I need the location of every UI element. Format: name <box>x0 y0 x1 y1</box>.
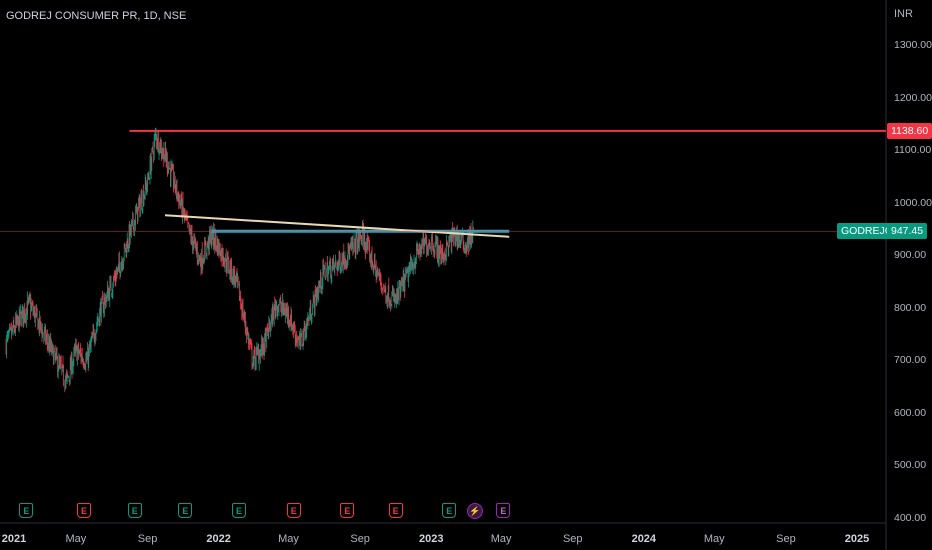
y-tick-label: 1200.00 <box>894 91 932 104</box>
x-tick-label: 2021 <box>1 533 27 545</box>
resistance-price-tag: 1138.60 <box>887 122 932 139</box>
x-tick-label: May <box>278 533 299 545</box>
earnings-event-icon[interactable]: E <box>19 503 34 518</box>
earnings-event-icon[interactable]: E <box>496 503 511 518</box>
x-tick-label: Sep <box>137 533 158 545</box>
x-tick-label: May <box>490 533 512 545</box>
y-tick-label: 900.00 <box>894 249 927 262</box>
x-tick-label: 2023 <box>418 533 444 545</box>
trend-line-drawing <box>164 214 510 238</box>
x-tick-label: Sep <box>350 533 370 545</box>
earnings-event-icon[interactable]: E <box>388 503 403 518</box>
earnings-event-icon[interactable]: E <box>442 503 457 518</box>
x-tick-label: Sep <box>776 533 796 545</box>
chart-title: GODREJ CONSUMER PR, 1D, NSE <box>6 10 187 22</box>
y-tick-label: 500.00 <box>894 459 927 472</box>
y-tick-label: 1100.00 <box>894 144 932 157</box>
x-tick-label: 2024 <box>631 533 657 545</box>
y-tick-label: 700.00 <box>894 354 927 367</box>
earnings-event-icon[interactable]: E <box>178 503 193 518</box>
x-tick-label: 2022 <box>206 533 231 545</box>
y-tick-label: 600.00 <box>894 406 927 419</box>
earnings-event-icon[interactable]: E <box>231 503 246 518</box>
y-tick-label: 1000.00 <box>894 196 932 209</box>
x-tick-label: 2025 <box>844 533 870 545</box>
symbol-tag: GODREJCP <box>837 223 904 240</box>
last-price-tag: 947.45 <box>887 223 928 240</box>
x-tick-label: May <box>703 533 725 545</box>
x-tick-label: May <box>65 533 87 545</box>
earnings-event-icon[interactable]: E <box>127 503 142 518</box>
y-tick-label: 800.00 <box>894 301 927 314</box>
y-tick-label: 400.00 <box>894 512 927 524</box>
earnings-event-icon[interactable]: E <box>340 503 355 518</box>
earnings-event-icon[interactable]: E <box>77 503 92 518</box>
x-tick-label: Sep <box>562 533 583 545</box>
earnings-event-icon[interactable]: E <box>286 503 301 518</box>
y-tick-label: 1300.00 <box>894 39 932 51</box>
currency-label: INR <box>894 8 913 20</box>
flash-event-icon[interactable]: ⚡ <box>466 503 483 519</box>
